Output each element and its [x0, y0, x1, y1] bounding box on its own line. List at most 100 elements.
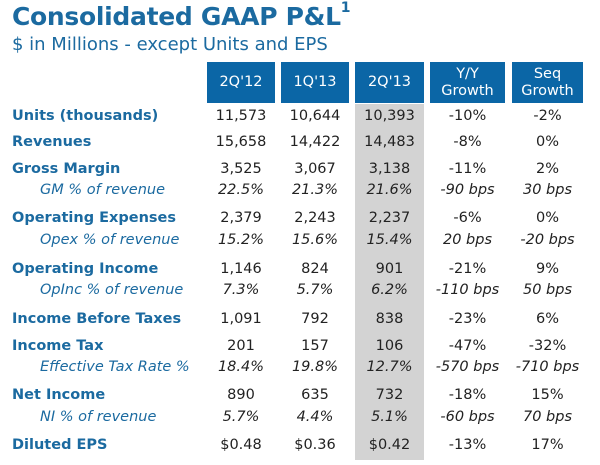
- column-header-yy-growth: Y/Y Growth: [430, 62, 505, 103]
- title-text: Consolidated GAAP P&L: [12, 2, 341, 31]
- cell-value: 15.4%: [366, 232, 413, 248]
- cell-value: 1,091: [220, 311, 262, 327]
- cell-value: 635: [301, 387, 329, 403]
- row-label: Income Tax: [12, 338, 104, 354]
- cell-value: -21%: [448, 261, 487, 277]
- cell-value: 18.4%: [217, 359, 265, 375]
- cell-value: 3,525: [220, 161, 262, 177]
- table-row: Diluted EPS $0.48 $0.36 $0.42 -13% 17%: [0, 437, 600, 457]
- cell-value: 6%: [535, 311, 559, 327]
- cell-value: $0.36: [294, 437, 336, 453]
- cell-value: -13%: [448, 437, 487, 453]
- table-row: Income Before Taxes 1,091 792 838 -23% 6%: [0, 311, 600, 331]
- row-label: Gross Margin: [12, 161, 121, 177]
- cell-value: 22.5%: [217, 182, 265, 198]
- cell-value: 5.7%: [296, 282, 334, 298]
- table-row: Operating Income 1,146 824 901 -21% 9%: [0, 261, 600, 281]
- row-label: GM % of revenue: [40, 182, 166, 198]
- row-label: OpInc % of revenue: [40, 282, 184, 298]
- cell-value: 10,393: [364, 108, 415, 124]
- cell-value: -2%: [533, 108, 562, 124]
- cell-value: 15,658: [215, 134, 267, 150]
- cell-value: 792: [301, 311, 329, 327]
- cell-value: 2,379: [220, 210, 262, 226]
- cell-value: 14,483: [364, 134, 415, 150]
- cell-value: 0%: [535, 210, 559, 226]
- cell-value: -110 bps: [435, 282, 500, 298]
- table-row: Revenues 15,658 14,422 14,483 -8% 0%: [0, 134, 600, 154]
- cell-value: 3,067: [294, 161, 336, 177]
- cell-value: $0.48: [220, 437, 262, 453]
- cell-value: 6.2%: [371, 282, 408, 298]
- row-label: Effective Tax Rate %: [40, 359, 190, 375]
- cell-value: 824: [301, 261, 329, 277]
- cell-value: 2,237: [368, 210, 411, 226]
- cell-value: -11%: [448, 161, 487, 177]
- cell-value: 9%: [535, 261, 559, 277]
- column-header-2q12: 2Q'12: [207, 62, 275, 103]
- cell-value: 15.2%: [217, 232, 265, 248]
- cell-value: -570 bps: [435, 359, 500, 375]
- row-label: Diluted EPS: [12, 437, 108, 453]
- cell-value: 201: [227, 338, 255, 354]
- cell-value: 2%: [535, 161, 559, 177]
- cell-value: -32%: [528, 338, 567, 354]
- cell-value: 3,138: [368, 161, 411, 177]
- table-row: Income Tax 201 157 106 -47% -32%: [0, 338, 600, 358]
- cell-value: 30 bps: [522, 182, 573, 198]
- cell-value: 15%: [531, 387, 564, 403]
- cell-value: -8%: [453, 134, 482, 150]
- table-row: OpInc % of revenue 7.3% 5.7% 6.2% -110 bps 50…: [0, 282, 600, 302]
- cell-value: 7.3%: [222, 282, 260, 298]
- column-header-2q13: 2Q'13: [355, 62, 424, 103]
- cell-value: -18%: [448, 387, 487, 403]
- table-row: Net Income 890 635 732 -18% 15%: [0, 387, 600, 407]
- cell-value: 106: [375, 338, 404, 354]
- cell-value: 5.7%: [222, 409, 260, 425]
- row-label: Operating Expenses: [12, 210, 177, 226]
- cell-value: 17%: [531, 437, 564, 453]
- row-label: Income Before Taxes: [12, 311, 182, 327]
- highlight-column: [355, 104, 424, 460]
- cell-value: 1,146: [220, 261, 262, 277]
- cell-value: 14,422: [289, 134, 341, 150]
- cell-value: 890: [227, 387, 255, 403]
- cell-value: -10%: [448, 108, 487, 124]
- cell-value: 2,243: [294, 210, 336, 226]
- cell-value: 5.1%: [371, 409, 408, 425]
- cell-value: 19.8%: [291, 359, 339, 375]
- cell-value: 11,573: [215, 108, 267, 124]
- cell-value: 157: [301, 338, 329, 354]
- table-row: GM % of revenue 22.5% 21.3% 21.6% -90 bps 30 …: [0, 182, 600, 202]
- cell-value: 838: [375, 311, 404, 327]
- cell-value: 732: [375, 387, 404, 403]
- column-header-seq-growth: Seq Growth: [512, 62, 583, 103]
- cell-value: 50 bps: [522, 282, 573, 298]
- row-label: Units (thousands): [12, 108, 159, 124]
- cell-value: -47%: [448, 338, 487, 354]
- cell-value: 21.3%: [291, 182, 339, 198]
- cell-value: 4.4%: [296, 409, 334, 425]
- row-label: Operating Income: [12, 261, 159, 277]
- table-row: Operating Expenses 2,379 2,243 2,237 -6% 0%: [0, 210, 600, 230]
- cell-value: 70 bps: [522, 409, 573, 425]
- cell-value: -710 bps: [515, 359, 580, 375]
- cell-value: 21.6%: [366, 182, 413, 198]
- table-row: NI % of revenue 5.7% 4.4% 5.1% -60 bps 70 bps: [0, 409, 600, 429]
- table-row: Gross Margin 3,525 3,067 3,138 -11% 2%: [0, 161, 600, 181]
- cell-value: -23%: [448, 311, 487, 327]
- page-subtitle: $ in Millions - except Units and EPS: [12, 34, 328, 55]
- row-label: Revenues: [12, 134, 92, 150]
- cell-value: $0.42: [368, 437, 411, 453]
- cell-value: -6%: [453, 210, 482, 226]
- cell-value: 10,644: [289, 108, 341, 124]
- row-label: Net Income: [12, 387, 106, 403]
- cell-value: 12.7%: [366, 359, 413, 375]
- title-footnote: 1: [340, 0, 351, 16]
- cell-value: -90 bps: [440, 182, 495, 198]
- cell-value: -60 bps: [440, 409, 495, 425]
- table-row: Opex % of revenue 15.2% 15.6% 15.4% 20 bps -2…: [0, 232, 600, 252]
- page-title: Consolidated GAAP P&L1: [12, 0, 351, 31]
- cell-value: 0%: [535, 134, 559, 150]
- table-row: Units (thousands) 11,573 10,644 10,393 -10% -…: [0, 108, 600, 128]
